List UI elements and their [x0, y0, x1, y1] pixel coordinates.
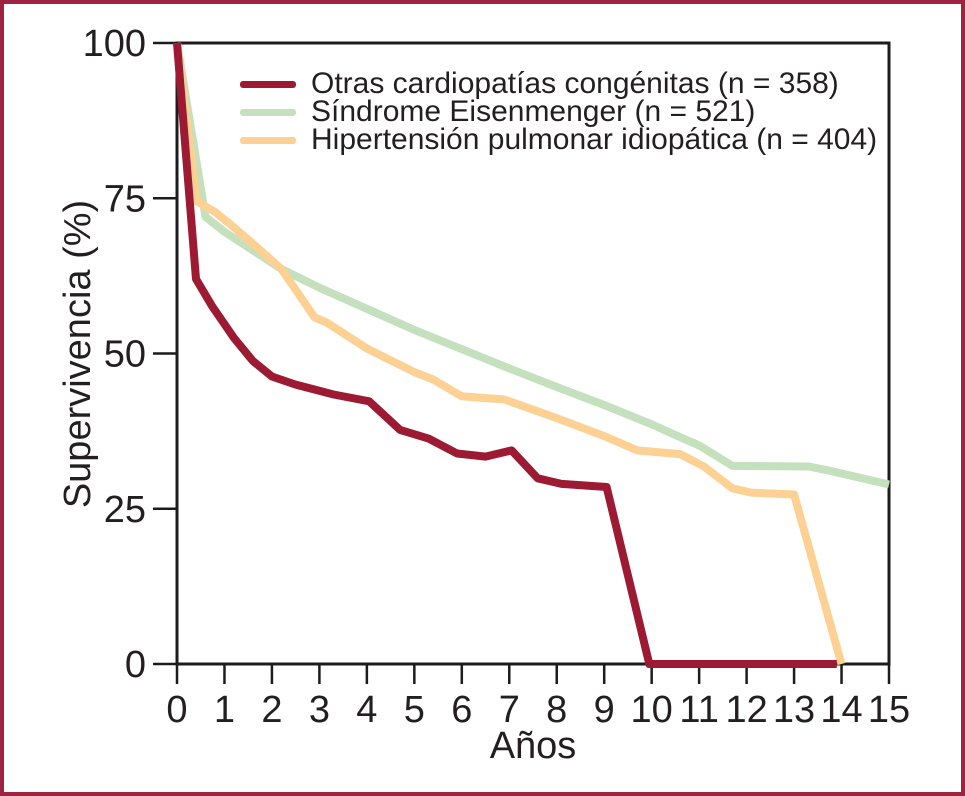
legend-swatch-green-line-icon: [240, 108, 296, 116]
y-axis-title: Supervivencia (%): [57, 199, 99, 509]
x-tick-label-13: 13: [773, 689, 815, 731]
x-tick-label-10: 10: [631, 689, 673, 731]
x-tick-label-15: 15: [868, 689, 910, 731]
x-tick-label-4: 4: [356, 689, 377, 731]
x-tick-label-6: 6: [451, 689, 472, 731]
legend-label: Hipertensión pulmonar idiopática (n = 40…: [311, 123, 878, 156]
x-tick-label-0: 0: [166, 689, 187, 731]
x-tick-label-9: 9: [594, 689, 615, 731]
curve-sindrome-eisenmenger: [173, 42, 890, 489]
y-tick-label-0: 0: [125, 644, 146, 686]
legend-label: Síndrome Eisenmenger (n = 521): [311, 95, 756, 128]
x-tick-label-3: 3: [309, 689, 330, 731]
y-tick-label-75: 75: [104, 178, 146, 220]
legend-item-hipertension-pulmonar: Hipertensión pulmonar idiopática (n = 40…: [240, 123, 878, 156]
x-tick-label-1: 1: [214, 689, 235, 731]
legend-swatch-orange-line-icon: [240, 136, 296, 144]
x-tick-label-14: 14: [820, 689, 862, 731]
curve-hipertension-pulmonar-idiopatica: [173, 42, 846, 666]
chart-legend: Otras cardiopatías congénitas (n = 358) …: [240, 67, 878, 156]
legend-item-otras-cardiopatias: Otras cardiopatías congénitas (n = 358): [240, 67, 877, 100]
x-tick-label-2: 2: [261, 689, 282, 731]
y-tick-label-50: 50: [104, 334, 146, 376]
x-tick-label-5: 5: [404, 689, 425, 731]
x-tick-label-11: 11: [679, 689, 718, 731]
x-tick-label-12: 12: [725, 689, 767, 731]
x-tick-label-7: 7: [499, 689, 520, 731]
legend-swatch-red-line-icon: [240, 80, 296, 88]
y-tick-label-100: 100: [83, 23, 146, 65]
curve-otras-cardiopatias-congenitas: [173, 42, 837, 668]
x-tick-label-8: 8: [546, 689, 567, 731]
legend-label: Otras cardiopatías congénitas (n = 358): [311, 67, 839, 100]
legend-item-sindrome-eisenmenger: Síndrome Eisenmenger (n = 521): [240, 95, 877, 128]
x-axis-title: Años: [489, 725, 577, 767]
y-tick-label-25: 25: [104, 489, 146, 531]
